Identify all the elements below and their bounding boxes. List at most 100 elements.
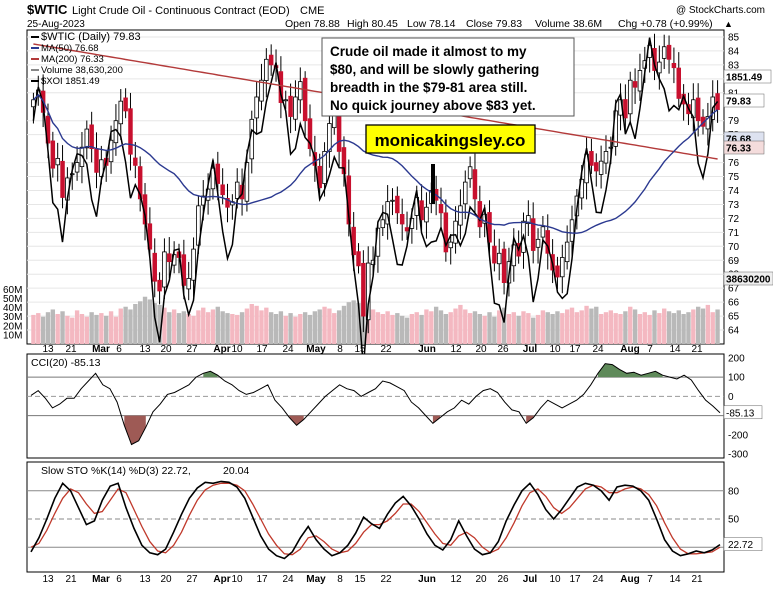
- volume-bar: [84, 316, 89, 344]
- xoi-line: [32, 37, 719, 368]
- brand-box: [365, 124, 536, 154]
- candle-body: [598, 160, 604, 175]
- x-tick-label: 12: [450, 574, 462, 585]
- x-tick-label: Apr: [213, 574, 230, 585]
- volume-bar: [186, 314, 191, 344]
- candle-body: [186, 278, 191, 290]
- x-tick-label: 20: [475, 344, 487, 355]
- annotation-line: $80, and will be slowly gathering: [330, 62, 539, 77]
- candle-body: [443, 212, 449, 253]
- candle-body: [234, 181, 240, 199]
- volume-bar: [171, 309, 177, 344]
- volume-bar: [676, 310, 681, 344]
- volume-bar: [642, 312, 647, 344]
- cci-line: [30, 363, 721, 446]
- volume-bar: [225, 313, 230, 344]
- volume-bar: [400, 315, 405, 344]
- volume-bar: [79, 314, 85, 344]
- x-tick-label: May: [306, 574, 326, 585]
- candle-body: [128, 108, 133, 155]
- candle-body: [60, 160, 65, 198]
- volume-bar: [273, 314, 279, 344]
- x-tick-label: Jul: [523, 574, 538, 585]
- volume-bar: [118, 308, 123, 344]
- volume-tick-label: 60M: [3, 285, 22, 296]
- volume-bar: [608, 310, 614, 344]
- volume-bar: [666, 311, 672, 344]
- price-tag-label: 1851.49: [726, 73, 763, 84]
- candle-body: [50, 140, 56, 169]
- candle-body: [137, 166, 143, 200]
- x-tick-label: 10: [549, 344, 561, 355]
- volume-bar: [249, 304, 254, 344]
- sto-tick-label: 80: [728, 486, 740, 497]
- volume-bar: [414, 312, 419, 344]
- volume-bar: [142, 296, 148, 344]
- x-tick-label: 13: [139, 574, 151, 585]
- x-tick-label: Jul: [523, 344, 538, 355]
- volume-bar: [521, 311, 526, 344]
- volume-bar: [259, 310, 264, 344]
- x-tick-label: 20: [160, 344, 172, 355]
- volume-bar: [123, 306, 128, 344]
- volume-bar: [215, 306, 220, 344]
- sto-label: Slow STO %K(14) %D(3) 22.72,: [41, 465, 191, 477]
- volume-bar: [686, 312, 691, 344]
- brand-label: monicakingsley.co: [375, 131, 526, 150]
- volume-bar: [429, 311, 434, 344]
- price-tick-label: 79: [728, 116, 740, 127]
- volume-bar: [278, 311, 284, 344]
- candle-body: [31, 99, 36, 108]
- sto-tag-label: 22.72: [728, 540, 753, 551]
- candle-body: [380, 219, 386, 229]
- candle-body: [608, 146, 614, 149]
- cci-tick-label: 100: [728, 373, 745, 384]
- sto-tag: [723, 537, 763, 551]
- candle-body: [94, 148, 99, 173]
- x-tick-label: Jun: [418, 344, 436, 355]
- volume-bar: [458, 304, 463, 344]
- candle-body: [99, 159, 104, 177]
- volume-bar: [94, 314, 99, 344]
- price-tag: [723, 140, 765, 155]
- volume-bar: [196, 310, 201, 344]
- price-tag-label: 76.68: [726, 135, 751, 146]
- candle-body: [487, 212, 492, 243]
- volume-bar: [618, 314, 623, 344]
- price-tick-label: 83: [728, 60, 740, 71]
- volume-bar: [695, 306, 701, 344]
- x-tick-label: 26: [497, 344, 509, 355]
- volume-bar: [700, 308, 706, 344]
- x-tick-label: 14: [669, 574, 681, 585]
- cci-tag: [723, 405, 763, 420]
- volume-bar: [113, 316, 119, 344]
- x-tick-label: 21: [691, 574, 703, 585]
- price-tick-label: 69: [728, 256, 740, 267]
- volume-bar: [540, 310, 546, 344]
- volume-bar: [327, 308, 332, 344]
- volume-bar: [526, 313, 531, 344]
- volume-bar: [322, 306, 327, 344]
- price-tick-label: 70: [728, 242, 740, 253]
- volume-bar: [404, 317, 410, 344]
- symbol-name: Light Crude Oil - Continuous Contract (E…: [72, 5, 290, 17]
- candle-body: [627, 79, 633, 115]
- candle-body: [526, 215, 531, 224]
- volume-bar: [307, 314, 313, 344]
- volume-bar: [555, 311, 560, 344]
- volume-bar: [244, 308, 250, 344]
- cci-tag-label: -85.13: [726, 408, 755, 419]
- date-label: 25-Aug-2023: [27, 19, 85, 30]
- candle-body: [215, 163, 221, 184]
- candle-body: [603, 151, 609, 164]
- x-tick-label: Jun: [418, 574, 436, 585]
- candle-body: [632, 81, 638, 88]
- annotation-box: [321, 37, 575, 117]
- price-tag: [723, 69, 772, 84]
- cci-tick-label: 0: [728, 392, 734, 403]
- volume-bar: [157, 304, 162, 344]
- price-tick-label: 64: [728, 326, 740, 337]
- volume-bar: [205, 312, 211, 344]
- volume-bar: [603, 312, 609, 344]
